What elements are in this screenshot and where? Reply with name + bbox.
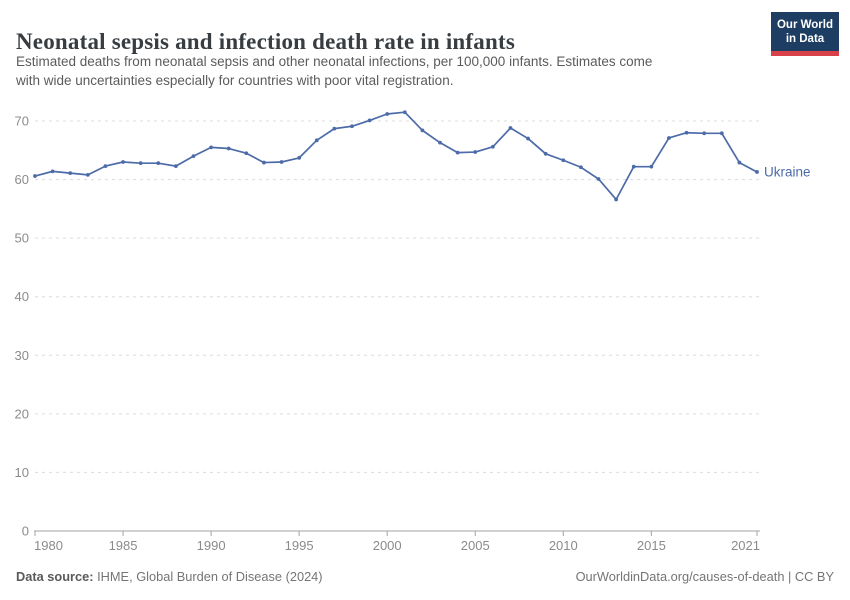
- data-point: [33, 174, 37, 178]
- data-point: [719, 131, 724, 136]
- chart-footer: Data source: IHME, Global Burden of Dise…: [16, 569, 834, 584]
- data-source-note: Data source: IHME, Global Burden of Dise…: [16, 569, 323, 584]
- data-point: [156, 161, 161, 166]
- subtitle-line-2: with wide uncertainties especially for c…: [16, 73, 454, 88]
- x-tick-labels: 1980 1985 1990 1995 2000 2005 2010 2015 2021: [34, 538, 760, 553]
- data-point: [684, 130, 689, 135]
- data-point: [279, 160, 284, 164]
- y-tick-label: 20: [15, 406, 29, 421]
- y-gridlines: [35, 120, 762, 473]
- y-tick-label: 40: [15, 289, 29, 304]
- x-tick-label: 1990: [197, 538, 226, 553]
- data-point: [262, 160, 266, 165]
- data-point: [579, 165, 583, 170]
- data-point: [173, 164, 178, 169]
- data-point: [50, 169, 55, 174]
- data-point: [455, 150, 460, 155]
- data-point: [438, 140, 442, 145]
- data-point: [244, 151, 249, 156]
- data-point: [209, 145, 213, 150]
- chart-subtitle: Estimated deaths from neonatal sepsis an…: [16, 52, 756, 90]
- data-point: [350, 124, 354, 129]
- data-source-label: Data source:: [16, 569, 94, 584]
- data-point: [473, 150, 478, 154]
- x-tick-label: 1980: [34, 538, 63, 553]
- data-point: [737, 160, 742, 165]
- data-point: [614, 197, 619, 202]
- subtitle-line-1: Estimated deaths from neonatal sepsis an…: [16, 54, 653, 69]
- y-tick-labels: 0 10 20 30 40 50 60 70: [15, 114, 29, 539]
- data-point: [191, 154, 196, 159]
- y-tick-label: 60: [15, 172, 29, 187]
- series-label-ukraine[interactable]: Ukraine: [764, 164, 811, 179]
- y-tick-label: 10: [15, 465, 29, 480]
- data-point: [490, 144, 495, 149]
- data-point: [226, 146, 231, 151]
- page-title: Neonatal sepsis and infection death rate…: [16, 29, 515, 55]
- data-point: [367, 118, 372, 123]
- data-point: [755, 170, 759, 174]
- data-point: [667, 136, 671, 140]
- data-point: [420, 128, 425, 133]
- x-tick-label: 2015: [637, 538, 666, 553]
- data-point: [596, 177, 601, 181]
- data-point: [631, 164, 636, 169]
- data-line-ukraine: [34, 111, 758, 201]
- data-point: [68, 171, 73, 176]
- y-tick-label: 50: [15, 231, 29, 246]
- x-tick-label: 1985: [109, 538, 138, 553]
- data-point: [121, 160, 125, 164]
- x-tick-label: 2005: [461, 538, 490, 553]
- y-tick-label: 70: [15, 114, 29, 129]
- data-point: [297, 156, 302, 160]
- data-point: [561, 158, 566, 163]
- x-axis: [34, 530, 760, 536]
- data-point: [332, 126, 337, 131]
- owid-logo-line2: in Data: [785, 33, 825, 45]
- data-point: [138, 161, 143, 166]
- data-point: [543, 151, 548, 156]
- data-point: [649, 164, 654, 169]
- data-point: [526, 136, 530, 141]
- data-points-ukraine: [33, 110, 759, 202]
- owid-logo-line1: Our World: [776, 19, 833, 31]
- data-source-text: IHME, Global Burden of Disease (2024): [93, 569, 323, 584]
- data-point: [402, 110, 407, 115]
- x-tick-label: 2010: [549, 538, 578, 553]
- data-point: [103, 164, 108, 169]
- x-tick-label: 2000: [373, 538, 402, 553]
- owid-logo[interactable]: Our World in Data: [771, 12, 839, 56]
- data-point: [385, 112, 390, 116]
- data-point: [314, 138, 319, 143]
- x-tick-label: 1995: [285, 538, 314, 553]
- data-point: [85, 172, 90, 177]
- data-point: [508, 126, 513, 130]
- data-point: [702, 131, 707, 136]
- credit-link[interactable]: OurWorldinData.org/causes-of-death | CC …: [575, 569, 834, 584]
- x-tick-label: 2021: [731, 538, 760, 553]
- y-tick-label: 0: [22, 524, 29, 539]
- y-tick-label: 30: [15, 348, 29, 363]
